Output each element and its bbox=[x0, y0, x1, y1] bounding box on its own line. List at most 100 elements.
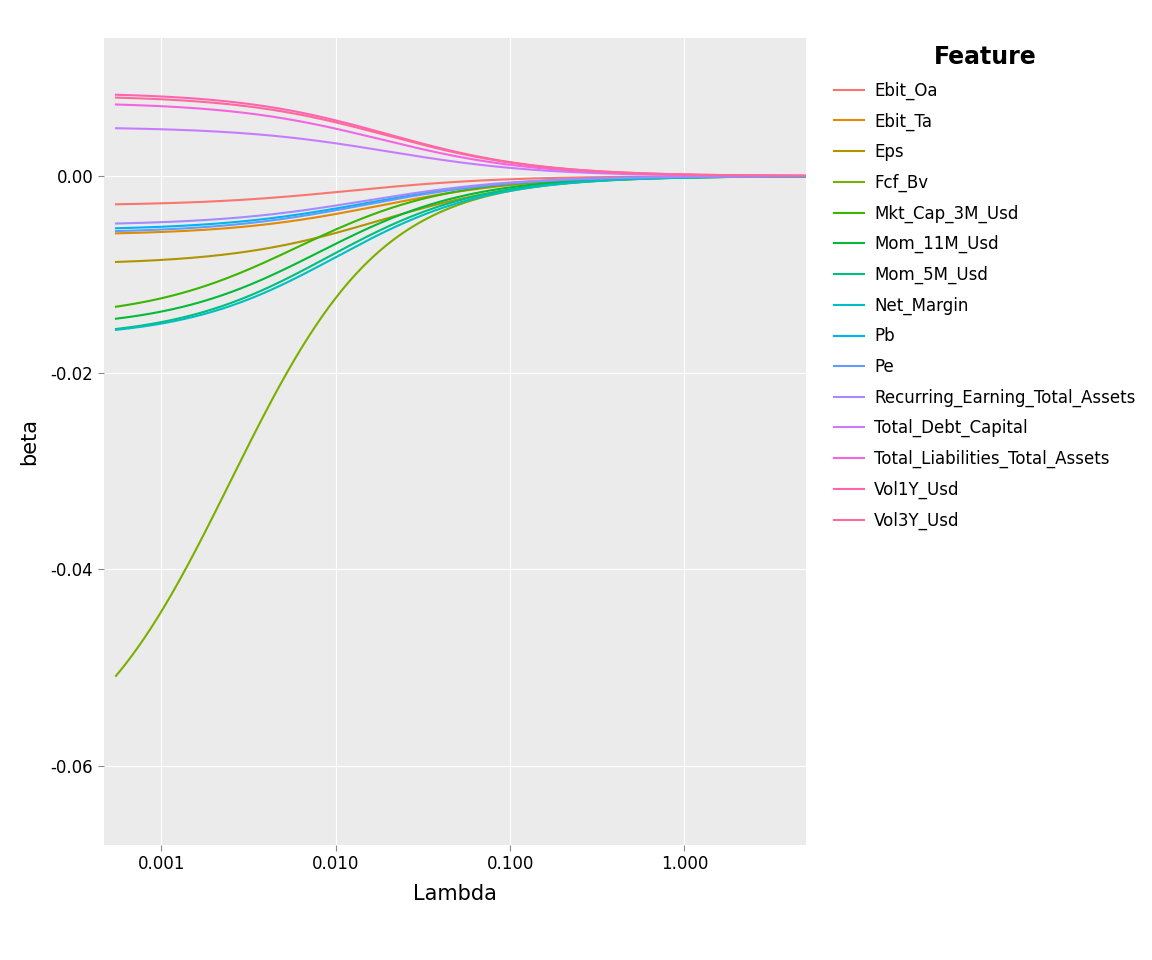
Ebit_Ta bbox=[437, 188, 450, 200]
Pe bbox=[783, 171, 797, 182]
Ebit_Ta bbox=[520, 178, 533, 189]
Recurring_Earning_Total_Assets bbox=[520, 176, 533, 187]
Total_Liabilities_Total_Assets bbox=[799, 170, 813, 181]
Mom_5M_Usd bbox=[109, 324, 123, 335]
Vol3Y_Usd bbox=[520, 159, 533, 171]
Fcf_Bv bbox=[437, 204, 450, 216]
Mom_11M_Usd bbox=[109, 313, 123, 324]
Mom_11M_Usd bbox=[799, 171, 813, 182]
Mom_5M_Usd bbox=[441, 198, 455, 209]
Total_Liabilities_Total_Assets bbox=[783, 170, 797, 181]
Line: Vol1Y_Usd: Vol1Y_Usd bbox=[116, 95, 806, 176]
Recurring_Earning_Total_Assets bbox=[109, 218, 123, 229]
Ebit_Ta bbox=[675, 172, 689, 183]
Net_Margin bbox=[675, 172, 689, 183]
Mkt_Cap_3M_Usd bbox=[441, 187, 455, 199]
Mkt_Cap_3M_Usd bbox=[799, 171, 813, 182]
Line: Pe: Pe bbox=[116, 177, 806, 231]
Net_Margin bbox=[520, 182, 533, 194]
Mom_5M_Usd bbox=[520, 181, 533, 193]
Mom_5M_Usd bbox=[783, 171, 797, 182]
Vol3Y_Usd bbox=[109, 92, 123, 104]
Total_Liabilities_Total_Assets bbox=[675, 169, 689, 180]
Pe bbox=[799, 171, 813, 182]
Recurring_Earning_Total_Assets bbox=[441, 182, 455, 194]
Eps bbox=[483, 187, 497, 199]
Total_Liabilities_Total_Assets bbox=[437, 148, 450, 159]
Mom_11M_Usd bbox=[437, 195, 450, 206]
Total_Debt_Capital bbox=[783, 170, 797, 181]
Total_Debt_Capital bbox=[483, 160, 497, 172]
Total_Liabilities_Total_Assets bbox=[483, 156, 497, 168]
Vol1Y_Usd bbox=[441, 144, 455, 156]
Line: Net_Margin: Net_Margin bbox=[116, 177, 806, 330]
Pe bbox=[437, 185, 450, 197]
Pb bbox=[441, 184, 455, 196]
Line: Mom_11M_Usd: Mom_11M_Usd bbox=[116, 177, 806, 319]
Fcf_Bv bbox=[441, 203, 455, 214]
Vol3Y_Usd bbox=[675, 169, 689, 180]
Pe bbox=[675, 171, 689, 182]
Ebit_Oa bbox=[675, 171, 689, 182]
Net_Margin bbox=[783, 171, 797, 182]
Pb bbox=[437, 184, 450, 196]
Pe bbox=[441, 184, 455, 196]
Recurring_Earning_Total_Assets bbox=[783, 171, 797, 182]
Y-axis label: beta: beta bbox=[20, 419, 39, 465]
Pb bbox=[783, 171, 797, 182]
Line: Ebit_Ta: Ebit_Ta bbox=[116, 177, 806, 233]
Ebit_Oa bbox=[520, 173, 533, 184]
Pe bbox=[520, 177, 533, 188]
Vol3Y_Usd bbox=[783, 170, 797, 181]
Mom_5M_Usd bbox=[675, 172, 689, 183]
Total_Liabilities_Total_Assets bbox=[520, 161, 533, 173]
Vol3Y_Usd bbox=[483, 154, 497, 165]
Pe bbox=[483, 180, 497, 191]
Total_Debt_Capital bbox=[520, 163, 533, 175]
Mkt_Cap_3M_Usd bbox=[675, 171, 689, 182]
Legend: Ebit_Oa, Ebit_Ta, Eps, Fcf_Bv, Mkt_Cap_3M_Usd, Mom_11M_Usd, Mom_5M_Usd, Net_Marg: Ebit_Oa, Ebit_Ta, Eps, Fcf_Bv, Mkt_Cap_3… bbox=[827, 38, 1142, 537]
Pb bbox=[675, 171, 689, 182]
Eps bbox=[675, 172, 689, 183]
Mom_11M_Usd bbox=[675, 172, 689, 183]
Ebit_Oa bbox=[783, 171, 797, 182]
Fcf_Bv bbox=[483, 190, 497, 202]
Line: Fcf_Bv: Fcf_Bv bbox=[116, 177, 806, 676]
Total_Liabilities_Total_Assets bbox=[109, 99, 123, 110]
Ebit_Oa bbox=[437, 177, 450, 188]
Total_Debt_Capital bbox=[441, 155, 455, 166]
Mkt_Cap_3M_Usd bbox=[520, 177, 533, 188]
Line: Total_Liabilities_Total_Assets: Total_Liabilities_Total_Assets bbox=[116, 105, 806, 176]
Ebit_Ta bbox=[483, 181, 497, 193]
Mom_5M_Usd bbox=[483, 187, 497, 199]
Total_Debt_Capital bbox=[675, 169, 689, 180]
Vol1Y_Usd bbox=[675, 169, 689, 180]
Net_Margin bbox=[109, 324, 123, 336]
Mom_11M_Usd bbox=[441, 194, 455, 205]
Fcf_Bv bbox=[799, 171, 813, 182]
Mom_11M_Usd bbox=[483, 184, 497, 196]
Vol3Y_Usd bbox=[437, 144, 450, 156]
Mkt_Cap_3M_Usd bbox=[437, 188, 450, 200]
Line: Mkt_Cap_3M_Usd: Mkt_Cap_3M_Usd bbox=[116, 177, 806, 306]
Vol1Y_Usd bbox=[483, 153, 497, 164]
Vol1Y_Usd bbox=[783, 170, 797, 181]
Pb bbox=[483, 180, 497, 191]
Total_Debt_Capital bbox=[437, 155, 450, 166]
Mom_5M_Usd bbox=[799, 171, 813, 182]
Total_Debt_Capital bbox=[799, 170, 813, 181]
Fcf_Bv bbox=[783, 171, 797, 182]
Vol3Y_Usd bbox=[799, 170, 813, 181]
Fcf_Bv bbox=[520, 182, 533, 194]
Vol1Y_Usd bbox=[437, 143, 450, 155]
Vol3Y_Usd bbox=[441, 145, 455, 156]
Eps bbox=[437, 197, 450, 208]
Total_Liabilities_Total_Assets bbox=[441, 149, 455, 160]
Mkt_Cap_3M_Usd bbox=[109, 300, 123, 312]
X-axis label: Lambda: Lambda bbox=[414, 884, 497, 904]
Recurring_Earning_Total_Assets bbox=[799, 171, 813, 182]
Eps bbox=[109, 256, 123, 268]
Line: Ebit_Oa: Ebit_Oa bbox=[116, 176, 806, 204]
Vol1Y_Usd bbox=[109, 89, 123, 101]
Ebit_Oa bbox=[109, 199, 123, 210]
